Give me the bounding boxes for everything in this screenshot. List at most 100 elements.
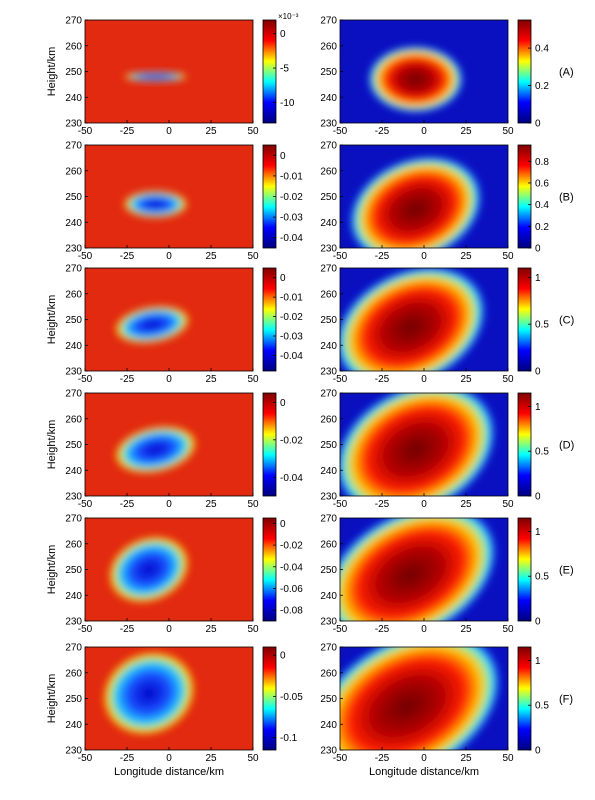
x-tick-label: 0: [421, 251, 427, 262]
y-axis-label: Height/km: [46, 420, 58, 470]
heatmap-feature: [107, 535, 190, 604]
y-tick-label: 250: [65, 440, 82, 451]
y-axis-label: Height/km: [46, 47, 58, 97]
colorbar: [517, 646, 532, 751]
colorbar-tick-label: -0.01: [280, 171, 303, 182]
colorbar-tick-label: 1: [535, 527, 541, 538]
panel-c-left: -50 -25 0 25 50 230 240 250 260 270 Height/km 0 -0.0…: [46, 264, 303, 386]
colorbar: [262, 517, 277, 622]
x-tick-label: -50: [78, 624, 93, 635]
y-tick-label: 240: [320, 591, 337, 602]
colorbar-tick-label: -0.02: [280, 192, 303, 203]
y-axis-label: Height/km: [46, 295, 58, 345]
colorbar-tick-label: 0.6: [535, 178, 549, 189]
panel-b-right: -50 -25 0 25 50 230 240 250 260 270 0.8 0.6 0.4 0.2 0 (…: [320, 141, 574, 263]
x-tick-label: -50: [333, 499, 348, 510]
colorbar-tick-label: -0.04: [280, 233, 303, 244]
y-tick-label: 230: [65, 492, 82, 503]
y-axis-label: Height/km: [46, 674, 58, 724]
x-tick-label: -25: [375, 126, 390, 137]
colorbar-tick-label: -0.03: [280, 332, 303, 343]
colorbar-multiplier: ×10⁻³: [278, 12, 299, 21]
colorbar-tick-label: -0.04: [280, 562, 303, 573]
y-tick-label: 260: [65, 414, 82, 425]
x-tick-label: -25: [120, 624, 135, 635]
y-tick-label: 260: [320, 668, 337, 679]
x-tick-label: -50: [333, 126, 348, 137]
x-tick-label: -50: [333, 624, 348, 635]
x-axis-label: Longitude distance/km: [114, 766, 224, 778]
panel-row-label: (F): [559, 694, 573, 706]
x-tick-label: -25: [375, 374, 390, 385]
x-tick-label: 25: [205, 251, 217, 262]
colorbar-tick-label: -0.02: [280, 435, 303, 446]
y-tick-label: 270: [320, 264, 337, 275]
x-tick-label: -25: [375, 624, 390, 635]
x-tick-label: 50: [502, 374, 514, 385]
x-tick-label: -25: [120, 753, 135, 764]
panel-row-label: (A): [559, 67, 574, 79]
colorbar-tick-label: -10: [280, 98, 295, 109]
panel-b-left: -50 -25 0 25 50 230 240 250 260 270 0 -0.01 -0.02 -0.…: [65, 141, 303, 263]
y-tick-label: 240: [65, 466, 82, 477]
y-tick-label: 230: [320, 746, 337, 757]
colorbar: [517, 392, 532, 497]
y-tick-label: 250: [320, 565, 337, 576]
heatmap-feature: [348, 155, 483, 248]
colorbar-tick-label: -0.03: [280, 213, 303, 224]
colorbar-tick-label: 0.4: [535, 200, 549, 211]
y-tick-label: 250: [65, 315, 82, 326]
x-tick-label: -50: [333, 251, 348, 262]
y-tick-label: 260: [65, 289, 82, 300]
x-tick-label: 0: [166, 126, 172, 137]
y-tick-label: 260: [320, 539, 337, 550]
colorbar-tick-label: -0.04: [280, 351, 303, 362]
x-tick-label: -50: [333, 753, 348, 764]
heatmap-feature: [113, 425, 198, 474]
colorbar-tick-label: 0: [280, 519, 286, 530]
heatmap-feature: [340, 518, 499, 621]
colorbar: [262, 646, 277, 751]
heatmap-feature: [340, 268, 488, 371]
x-tick-label: 25: [460, 374, 472, 385]
panel-row-label: (B): [559, 192, 574, 204]
y-tick-label: 260: [65, 668, 82, 679]
y-tick-label: 240: [65, 341, 82, 352]
colorbar: [517, 517, 532, 622]
colorbar-tick-label: 0.5: [535, 447, 549, 458]
x-tick-label: 50: [247, 753, 259, 764]
y-tick-label: 240: [65, 218, 82, 229]
x-tick-label: 0: [421, 499, 427, 510]
panel-row-label: (E): [559, 565, 574, 577]
panel-row-label: (C): [559, 315, 574, 327]
panel-f-right: -50 -25 0 25 50 230 240 250 260 270 Longitude dist…: [320, 643, 573, 779]
heatmap-background: [85, 20, 253, 123]
colorbar-tick-label: 0: [535, 746, 541, 757]
colorbar-tick-label: 0: [535, 617, 541, 628]
y-axis-label: Height/km: [46, 545, 58, 595]
x-tick-label: 25: [460, 624, 472, 635]
y-tick-label: 270: [320, 141, 337, 152]
y-tick-label: 250: [320, 440, 337, 451]
y-tick-label: 250: [65, 192, 82, 203]
y-tick-label: 260: [65, 539, 82, 550]
x-tick-label: 0: [421, 374, 427, 385]
y-tick-label: 250: [65, 67, 82, 78]
y-tick-label: 250: [320, 192, 337, 203]
x-tick-label: 25: [460, 126, 472, 137]
x-tick-label: -50: [78, 374, 93, 385]
x-tick-label: 0: [166, 624, 172, 635]
colorbar-tick-label: -5: [280, 64, 289, 75]
x-tick-label: -25: [375, 251, 390, 262]
x-tick-label: 0: [166, 374, 172, 385]
panel-c-right: -50 -25 0 25 50 230 240 250 260 270 1 0.5 0 (C): [320, 264, 574, 386]
colorbar: [517, 19, 532, 124]
y-tick-label: 270: [65, 264, 82, 275]
y-tick-label: 250: [320, 67, 337, 78]
colorbar-tick-label: 0.4: [535, 44, 549, 55]
x-tick-label: 25: [205, 624, 217, 635]
y-tick-label: 230: [320, 492, 337, 503]
colorbar-tick-label: -0.08: [280, 606, 303, 617]
panel-e-right: -50 -25 0 25 50 230 240 250 260 270 1 0.5 0 (E): [320, 514, 574, 636]
y-tick-label: 230: [320, 244, 337, 255]
